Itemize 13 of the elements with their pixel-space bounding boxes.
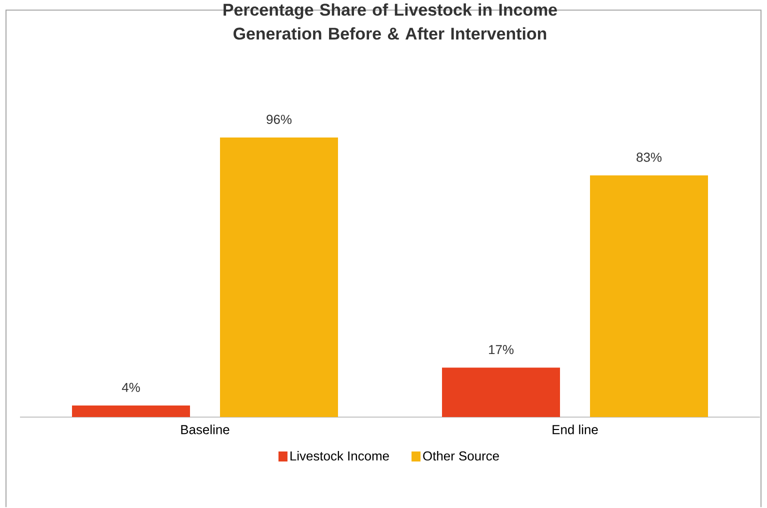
data-label: 4% <box>122 383 140 392</box>
data-label: 17% <box>489 345 514 354</box>
bar <box>442 368 560 418</box>
chart-title: Percentage Share of Livestock in Income Generation Before & After Intervention <box>224 3 557 40</box>
bar <box>220 138 338 418</box>
data-label: 83% <box>636 152 662 162</box>
legend-label: Other Source <box>423 451 499 461</box>
legend-label: Livestock Income <box>290 451 389 461</box>
data-label: 96% <box>266 114 292 124</box>
bar <box>590 176 708 418</box>
bar <box>72 406 190 418</box>
x-tick-label: End line <box>552 424 598 434</box>
x-tick-label: Baseline <box>181 424 230 434</box>
